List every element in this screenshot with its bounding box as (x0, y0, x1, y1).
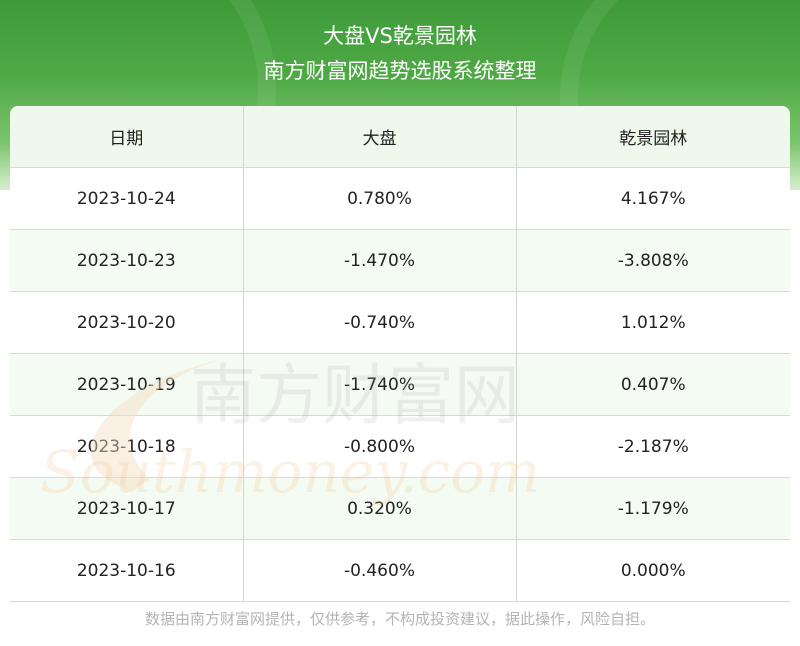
cell-stock: 0.000% (516, 539, 790, 602)
table-row: 2023-10-20 -0.740% 1.012% (10, 291, 790, 354)
cell-market: 0.320% (243, 477, 517, 540)
cell-date: 2023-10-16 (10, 539, 244, 602)
cell-date: 2023-10-20 (10, 291, 244, 354)
cell-market: -0.740% (243, 291, 517, 354)
column-header-market: 大盘 (243, 106, 517, 168)
table-row: 2023-10-19 -1.740% 0.407% (10, 353, 790, 416)
table-row: 2023-10-18 -0.800% -2.187% (10, 415, 790, 478)
cell-date: 2023-10-24 (10, 167, 244, 230)
cell-stock: 0.407% (516, 353, 790, 416)
cell-stock: -3.808% (516, 229, 790, 292)
cell-date: 2023-10-23 (10, 229, 244, 292)
table-row: 2023-10-17 0.320% -1.179% (10, 477, 790, 540)
cell-market: 0.780% (243, 167, 517, 230)
cell-market: -1.740% (243, 353, 517, 416)
cell-stock: 1.012% (516, 291, 790, 354)
table-row: 2023-10-23 -1.470% -3.808% (10, 229, 790, 292)
page-subtitle: 南方财富网趋势选股系统整理 (263, 59, 537, 83)
cell-date: 2023-10-19 (10, 353, 244, 416)
data-table: 日期 大盘 乾景园林 2023-10-24 0.780% 4.167% 2023… (10, 106, 790, 602)
cell-market: -0.800% (243, 415, 517, 478)
disclaimer-footer: 数据由南方财富网提供，仅供参考，不构成投资建议，据此操作，风险自担。 (144, 610, 655, 628)
page-title: 大盘VS乾景园林 (323, 24, 477, 48)
cell-stock: 4.167% (516, 167, 790, 230)
cell-market: -1.470% (243, 229, 517, 292)
table-header-row: 日期 大盘 乾景园林 (10, 106, 790, 168)
cell-stock: -1.179% (516, 477, 790, 540)
table-row: 2023-10-24 0.780% 4.167% (10, 167, 790, 230)
column-header-date: 日期 (10, 106, 244, 168)
table-row: 2023-10-16 -0.460% 0.000% (10, 539, 790, 602)
cell-market: -0.460% (243, 539, 517, 602)
cell-stock: -2.187% (516, 415, 790, 478)
table-card: 日期 大盘 乾景园林 2023-10-24 0.780% 4.167% 2023… (10, 106, 790, 602)
cell-date: 2023-10-17 (10, 477, 244, 540)
column-header-stock: 乾景园林 (516, 106, 790, 168)
cell-date: 2023-10-18 (10, 415, 244, 478)
